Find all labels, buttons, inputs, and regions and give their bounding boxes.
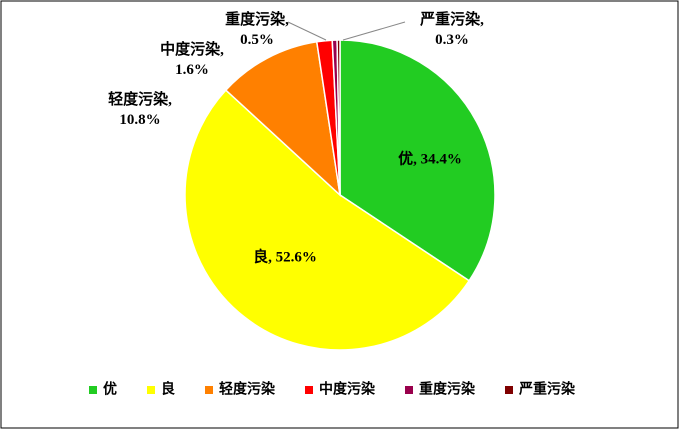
data-label-line: 轻度污染, (108, 90, 172, 108)
legend-label: 轻度污染 (219, 381, 276, 397)
legend-swatch (89, 386, 97, 394)
data-label: 重度污染, 0.5% (225, 10, 289, 48)
legend-label: 重度污染 (419, 381, 476, 397)
legend-swatch (205, 386, 213, 394)
legend-swatch (147, 386, 155, 394)
data-label-line: 0.5% (240, 32, 274, 48)
data-label-line: 重度污染, (225, 10, 289, 28)
data-label-line: 10.8% (119, 112, 160, 128)
data-label-line: 严重污染, (419, 10, 484, 28)
pie-slice (184, 89, 471, 351)
legend-swatch (405, 386, 413, 394)
leader-line (342, 21, 406, 41)
pie-slice (336, 39, 341, 196)
data-label: 优, 34.4% (398, 149, 462, 167)
pie-slice (224, 40, 342, 197)
data-label-line: 0.3% (435, 32, 469, 48)
data-label: 轻度污染, 10.8% (108, 90, 172, 128)
data-label: 中度污染, 1.6% (160, 40, 224, 78)
data-label: 严重污染, 0.3% (419, 10, 484, 48)
data-label-line: 1.6% (175, 62, 209, 78)
legend-label: 良 (161, 381, 175, 397)
legend-swatch (505, 386, 513, 394)
leader-line (287, 21, 327, 41)
legend-label: 严重污染 (518, 381, 576, 397)
legend-label: 优 (103, 381, 117, 397)
legend-swatch (305, 386, 313, 394)
data-label-line: 中度污染, (160, 40, 224, 58)
data-label: 良, 52.6% (253, 247, 317, 265)
legend-label: 中度污染 (319, 381, 376, 397)
